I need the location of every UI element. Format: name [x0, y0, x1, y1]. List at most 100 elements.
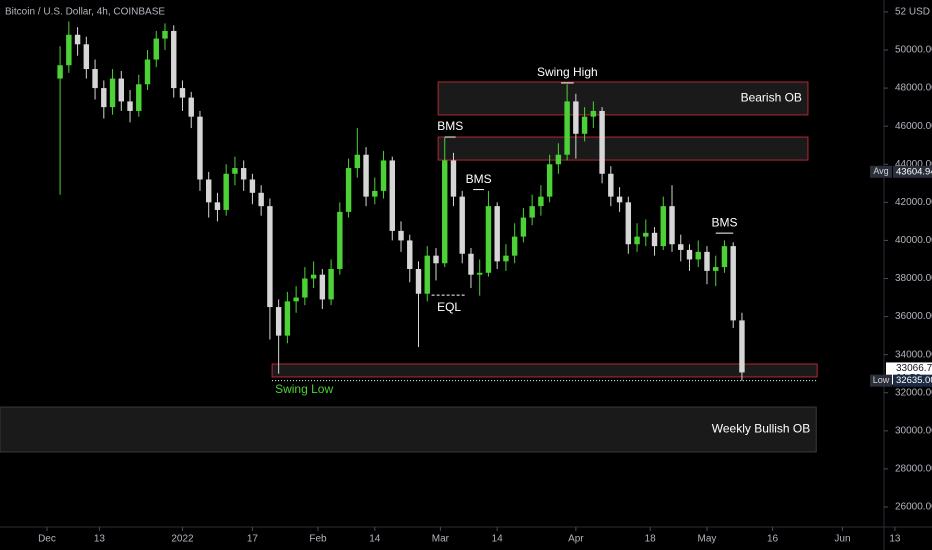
marker-label: BMS — [711, 215, 737, 229]
candle-body — [162, 30, 168, 39]
candle-body — [66, 34, 72, 66]
y-tick-label: 38000.00 — [895, 273, 932, 284]
candle-body — [555, 154, 562, 165]
candle-body — [616, 196, 623, 203]
plot-area: Bearish OB Swing Low Weekly Bullish OB BMS B… — [0, 21, 818, 453]
candle-body — [485, 206, 492, 273]
y-tick-label: 32000.00 — [895, 387, 932, 398]
price-tag-value: 32635.00 — [896, 375, 932, 386]
candle-body — [354, 154, 361, 169]
marker-label: Swing High — [537, 65, 598, 79]
x-tick-label: 14 — [492, 534, 504, 545]
candle-body — [275, 307, 282, 336]
y-tick-label: 28000.00 — [895, 464, 932, 475]
x-tick-label: Apr — [568, 534, 584, 545]
candle-body — [538, 196, 544, 207]
zone-box — [271, 363, 818, 378]
candle-body — [380, 160, 387, 191]
candle-body — [144, 59, 151, 85]
candle-body — [511, 236, 518, 256]
candle-body — [101, 88, 107, 108]
candle-body — [118, 78, 125, 102]
x-tick-label: May — [698, 534, 717, 545]
candle-body — [284, 301, 291, 336]
candle-body — [74, 34, 81, 45]
y-tick-label: 48000.00 — [895, 83, 932, 94]
zone-box — [437, 136, 809, 161]
zone-label: Weekly Bullish OB — [712, 422, 810, 436]
candle-body — [205, 179, 212, 203]
candle-body — [171, 30, 177, 89]
y-tick-label: 50000.00 — [895, 45, 932, 56]
candle-body — [660, 206, 666, 247]
candle-body — [337, 211, 343, 269]
candle-body — [415, 268, 422, 294]
candle-body — [363, 154, 369, 197]
marker-label: EQL — [437, 300, 461, 314]
candle-body — [739, 320, 745, 373]
y-tick-label: 46000.00 — [895, 121, 932, 132]
chart-title: Bitcoin / U.S. Dollar, 4h, COINBASE — [5, 7, 165, 18]
zone-label: Bearish OB — [741, 91, 802, 105]
candle-body — [433, 255, 439, 264]
candle-body — [468, 253, 474, 275]
y-tick-label: 52 USD — [895, 7, 930, 18]
candle-body — [564, 101, 570, 155]
price-tag — [893, 374, 932, 387]
y-tick-label: 44000.00 — [895, 159, 932, 170]
candle-body — [153, 38, 159, 60]
price-tag-name: Low — [873, 375, 890, 385]
last-price: 33066.76 — [896, 363, 932, 374]
candle-body — [608, 173, 614, 197]
candle-body — [459, 196, 465, 254]
candle-body — [573, 101, 579, 134]
x-tick-label: Jun — [834, 534, 850, 545]
candle-body — [634, 236, 640, 245]
candle-body — [520, 217, 527, 237]
candle-body — [546, 164, 553, 197]
y-tick-label: 30000.00 — [895, 425, 932, 436]
x-tick-label: 16 — [767, 534, 779, 545]
candle-body — [398, 230, 404, 241]
price-tag-value: 43604.94 — [896, 166, 932, 177]
candle-body — [695, 251, 701, 260]
zone-box — [0, 406, 817, 453]
zone-box — [437, 81, 809, 116]
candle-body — [232, 168, 238, 174]
x-tick-label: Dec — [38, 534, 56, 545]
y-tick-label: 34000.00 — [895, 349, 932, 360]
candle-body — [424, 255, 430, 294]
candle-body — [345, 168, 352, 212]
candle-body — [223, 173, 229, 210]
candle-body — [240, 168, 247, 180]
price-tag-name-box — [870, 165, 892, 178]
candle-body — [92, 69, 98, 89]
candle-body — [57, 65, 63, 79]
marker-label: BMS — [466, 172, 492, 186]
candle-body — [127, 101, 133, 111]
candle-body — [267, 206, 273, 308]
x-tick-label: 2022 — [171, 534, 194, 545]
x-tick-label: Feb — [309, 534, 327, 545]
x-tick-label: 13 — [889, 534, 901, 545]
candle-body — [730, 246, 736, 321]
candle-body — [721, 246, 728, 268]
candle-body — [109, 78, 116, 108]
candle-body — [179, 88, 186, 98]
candle-body — [503, 255, 509, 262]
candle-body — [669, 206, 675, 245]
y-tick-label: 42000.00 — [895, 197, 932, 208]
candle-body — [590, 110, 597, 117]
candle-body — [328, 268, 334, 300]
candle-body — [214, 202, 221, 210]
candle-body — [372, 190, 378, 197]
candle-body — [442, 160, 448, 264]
candle-body — [643, 232, 649, 237]
candle-body — [599, 110, 605, 174]
x-tick-label: 14 — [369, 534, 381, 545]
zone-label: Swing Low — [275, 382, 333, 396]
y-tick-label: 40000.00 — [895, 235, 932, 246]
candle-body — [581, 116, 588, 134]
